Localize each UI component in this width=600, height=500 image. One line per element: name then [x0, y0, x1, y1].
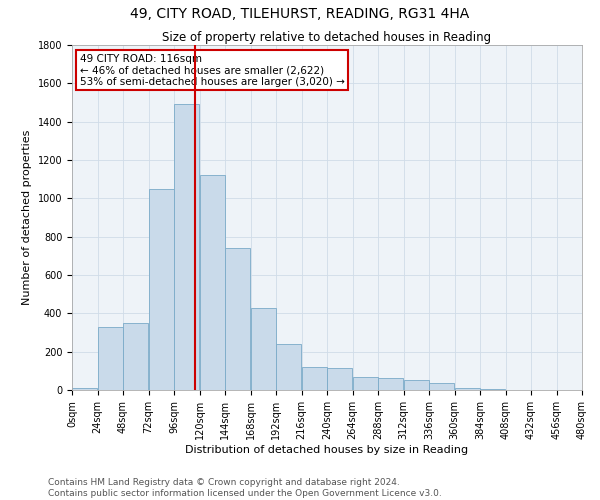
Bar [379, 378, 403, 390]
Text: Contains HM Land Registry data © Crown copyright and database right 2024.
Contai: Contains HM Land Registry data © Crown c… [48, 478, 442, 498]
Y-axis label: Number of detached properties: Number of detached properties [22, 130, 32, 305]
Bar [73, 388, 97, 390]
Bar [328, 368, 352, 390]
Bar [149, 188, 173, 390]
Bar [481, 389, 505, 390]
X-axis label: Distribution of detached houses by size in Reading: Distribution of detached houses by size … [185, 444, 469, 454]
Bar [455, 388, 479, 390]
Text: 49, CITY ROAD, TILEHURST, READING, RG31 4HA: 49, CITY ROAD, TILEHURST, READING, RG31 … [130, 8, 470, 22]
Bar [277, 344, 301, 390]
Bar [124, 323, 148, 390]
Bar [251, 308, 275, 390]
Text: 49 CITY ROAD: 116sqm
← 46% of detached houses are smaller (2,622)
53% of semi-de: 49 CITY ROAD: 116sqm ← 46% of detached h… [80, 54, 344, 87]
Bar [353, 376, 377, 390]
Bar [404, 380, 428, 390]
Bar [175, 104, 199, 390]
Bar [430, 384, 454, 390]
Bar [200, 176, 224, 390]
Bar [302, 367, 326, 390]
Bar [98, 327, 122, 390]
Title: Size of property relative to detached houses in Reading: Size of property relative to detached ho… [163, 31, 491, 44]
Bar [226, 248, 250, 390]
